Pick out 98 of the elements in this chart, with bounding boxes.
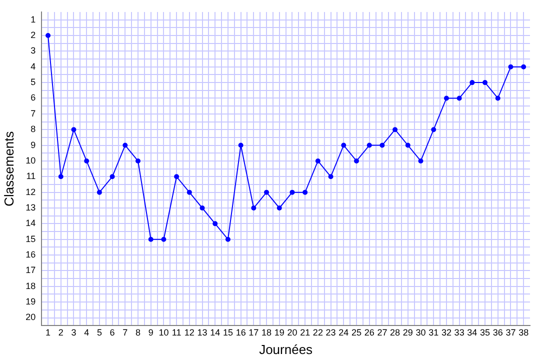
x-tick-label: 14 (210, 327, 220, 338)
x-tick-label: 4 (84, 327, 90, 338)
x-tick-label: 13 (197, 327, 208, 338)
x-tick-label: 37 (506, 327, 516, 338)
y-tick-label: 3 (30, 46, 36, 56)
point (392, 127, 398, 132)
y-tick-label: 14 (26, 218, 36, 228)
x-tick-label: 16 (236, 327, 246, 338)
point (521, 64, 526, 70)
point (508, 64, 514, 70)
point (495, 96, 500, 101)
point (418, 158, 424, 164)
x-tick-label: 5 (96, 327, 102, 338)
x-tick-label: 19 (274, 327, 284, 338)
x-tick-label: 38 (518, 327, 529, 338)
point (84, 158, 90, 164)
point (405, 142, 410, 148)
y-tick-label: 1 (30, 14, 36, 24)
x-tick-label: 6 (110, 327, 115, 338)
point (264, 190, 270, 195)
y-tick-label: 15 (26, 234, 36, 244)
x-tick-label: 20 (287, 327, 298, 338)
x-tick-label: 1 (46, 327, 51, 338)
x-tick-label: 28 (390, 327, 400, 338)
point (276, 206, 282, 210)
y-tick-label: 9 (30, 140, 36, 150)
x-tick-label: 36 (492, 327, 503, 338)
y-tick-label: 19 (26, 296, 36, 307)
point (225, 236, 230, 242)
point (122, 142, 128, 148)
point (380, 142, 385, 148)
point (96, 190, 102, 195)
x-tick-label: 11 (172, 327, 182, 338)
point (136, 158, 141, 164)
x-tick-label: 24 (338, 327, 349, 338)
x-tick-label: 8 (135, 327, 141, 338)
x-tick-label: 34 (467, 327, 478, 338)
point (186, 190, 192, 195)
y-tick-label: 8 (30, 124, 36, 134)
y-tick-label: 18 (26, 280, 36, 291)
x-axis-title: Journées (259, 342, 314, 357)
point (110, 174, 115, 180)
point (174, 174, 180, 180)
point (161, 236, 166, 242)
point (482, 80, 488, 86)
x-tick-label: 29 (402, 327, 413, 338)
point (354, 158, 359, 164)
x-tick-label: 17 (248, 327, 259, 338)
x-tick-label: 27 (377, 327, 388, 338)
x-tick-label: 26 (364, 327, 374, 338)
x-tick-label: 31 (428, 327, 439, 338)
x-tick-label: 3 (71, 327, 76, 338)
point (251, 206, 256, 210)
point (366, 142, 372, 148)
x-tick-label: 35 (480, 327, 490, 338)
x-tick-label: 15 (222, 327, 233, 338)
x-tick-label: 9 (148, 327, 154, 338)
y-tick-label: 20 (26, 312, 36, 322)
point (238, 142, 244, 148)
x-tick-label: 25 (351, 327, 362, 338)
y-tick-label: 10 (26, 155, 36, 166)
point (148, 236, 154, 242)
x-tick-label: 30 (416, 327, 426, 338)
y-tick-label: 17 (26, 265, 36, 276)
point (315, 158, 320, 164)
x-tick-label: 32 (441, 327, 452, 338)
y-axis-title: Classements (1, 130, 16, 206)
y-tick-label: 12 (26, 186, 36, 197)
point (58, 174, 64, 180)
point (71, 127, 76, 132)
x-tick-label: 21 (300, 327, 310, 338)
x-tick-label: 12 (184, 327, 194, 338)
point (444, 96, 449, 101)
point (290, 190, 295, 195)
y-tick-label: 6 (30, 92, 36, 103)
point (302, 190, 308, 195)
point (212, 221, 218, 226)
point (200, 206, 205, 210)
y-tick-label: 4 (30, 61, 36, 72)
x-tick-label: 7 (122, 327, 128, 338)
y-tick-label: 2 (30, 30, 36, 40)
y-tick-label: 16 (26, 250, 36, 260)
point (470, 80, 475, 86)
point (46, 33, 51, 38)
y-tick-label: 13 (26, 202, 36, 212)
point (328, 174, 334, 180)
x-tick-label: 23 (326, 327, 336, 338)
x-tick-label: 22 (312, 327, 323, 338)
x-tick-label: 10 (158, 327, 169, 338)
y-tick-label: 7 (30, 108, 36, 118)
point (341, 142, 346, 148)
x-tick-label: 2 (58, 327, 64, 338)
x-tick-label: 33 (454, 327, 464, 338)
point (456, 96, 462, 101)
y-tick-label: 11 (26, 171, 36, 182)
x-tick-label: 18 (262, 327, 272, 338)
y-tick-label: 5 (30, 77, 36, 88)
point (431, 127, 436, 132)
